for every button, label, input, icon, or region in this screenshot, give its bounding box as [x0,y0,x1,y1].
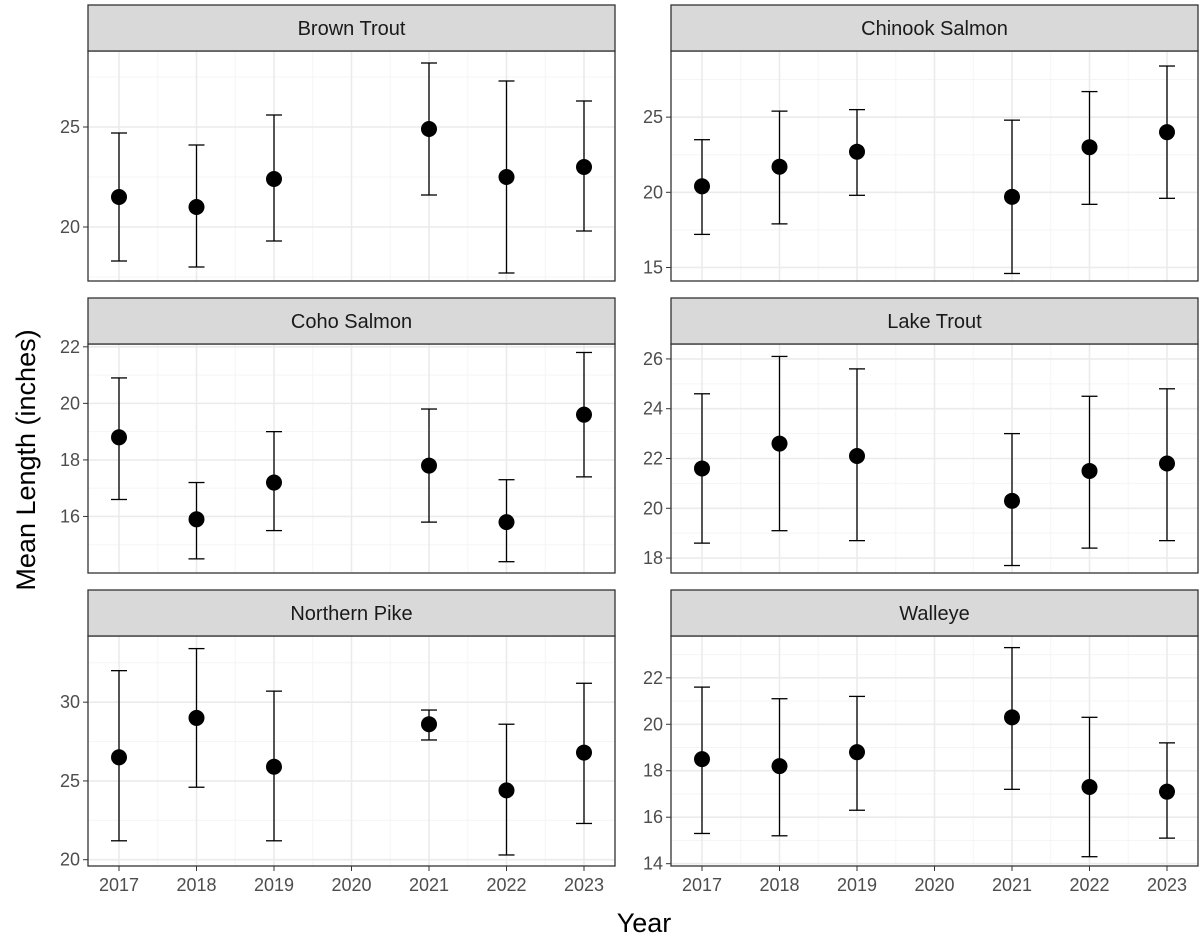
data-point [694,751,710,768]
x-tick-label: 2019 [254,875,294,895]
panel-chinook-salmon: 15 20 25 Chinook Salmon [643,4,1199,282]
data-point [849,744,865,761]
data-point [576,744,592,761]
data-point [1004,188,1020,205]
strip-title: Northern Pike [290,603,412,625]
strip-background [87,589,616,637]
panel-coho-salmon: 16 18 20 22 Coho Salmon [60,297,616,574]
y-tick-label: 25 [643,107,663,127]
y-tick-label: 24 [643,399,663,419]
y-tick-label: 20 [643,182,663,202]
data-point [188,511,205,528]
strip-title: Walleye [899,603,969,625]
y-tick-label: 20 [643,714,663,734]
y-tick-label: 30 [60,692,80,712]
strip-background [87,4,616,52]
y-tick-label: 25 [60,117,80,137]
data-point [421,716,437,733]
data-point [694,178,710,195]
strip-title: Brown Trout [298,18,406,40]
panels-layer: 20 25 Brown Trout 15 20 25 Chinook Salmon 16 18 2… [60,4,1199,895]
y-tick-label: 20 [60,850,80,870]
y-tick-label: 25 [60,771,80,791]
data-point [1081,139,1098,156]
data-point [111,189,127,205]
strip-background [87,297,616,345]
x-tick-label: 2020 [331,875,371,895]
strip-background [670,589,1199,637]
y-tick-label: 26 [643,349,663,369]
data-point [266,171,282,187]
y-tick-label: 22 [60,337,80,357]
data-point [1159,124,1175,141]
data-point [111,749,127,766]
data-point [188,709,205,726]
data-point [1159,783,1175,800]
x-tick-label: 2022 [1069,875,1109,895]
strip-title: Lake Trout [887,311,982,333]
y-tick-label: 16 [60,506,80,526]
y-tick-label: 18 [643,761,663,781]
data-point [498,514,515,531]
data-point [849,143,865,160]
data-point [576,159,592,175]
x-tick-label: 2022 [486,875,526,895]
data-point [771,435,788,452]
data-point [266,758,282,775]
x-tick-label: 2023 [564,875,604,895]
x-tick-label: 2017 [682,875,722,895]
x-tick-label: 2021 [409,875,449,895]
data-point [771,158,788,175]
y-tick-label: 18 [643,548,663,568]
data-point [111,429,127,446]
data-point [1159,455,1175,472]
x-tick-label: 2018 [759,875,799,895]
data-point [188,199,205,215]
x-axis-title: Year [617,908,672,938]
data-point [1004,709,1020,726]
data-point [1004,492,1020,509]
panel-northern-pike: 20 25 30 2017 2018 2019 2020 2021 2022 2023 Northe… [60,589,616,895]
data-point [421,457,437,474]
y-tick-label: 15 [643,257,663,277]
x-tick-label: 2023 [1147,875,1187,895]
y-tick-label: 20 [60,393,80,413]
data-point [266,474,282,491]
strip-background [670,297,1199,345]
y-tick-label: 14 [643,854,663,874]
x-tick-label: 2018 [176,875,216,895]
y-tick-label: 20 [643,498,663,518]
y-axis-title: Mean Length (inches) [11,329,41,590]
y-tick-label: 16 [643,807,663,827]
strip-background [670,4,1199,52]
x-tick-label: 2021 [992,875,1032,895]
x-tick-label: 2019 [837,875,877,895]
data-point [421,121,437,137]
data-point [576,406,592,423]
strip-title: Chinook Salmon [861,18,1008,40]
data-point [498,782,515,799]
data-point [694,460,710,477]
y-tick-label: 18 [60,450,80,470]
data-point [498,169,515,185]
strip-title: Coho Salmon [291,311,412,333]
panel-brown-trout: 20 25 Brown Trout [60,4,616,282]
data-point [771,758,788,775]
data-point [849,448,865,465]
data-point [1081,779,1098,796]
y-tick-label: 20 [60,217,80,237]
y-tick-label: 22 [643,668,663,688]
data-point [1081,462,1098,479]
panel-lake-trout: 18 20 22 24 26 Lake Trout [643,297,1199,574]
x-tick-label: 2017 [99,875,139,895]
y-tick-label: 22 [643,449,663,469]
x-tick-label: 2020 [914,875,954,895]
